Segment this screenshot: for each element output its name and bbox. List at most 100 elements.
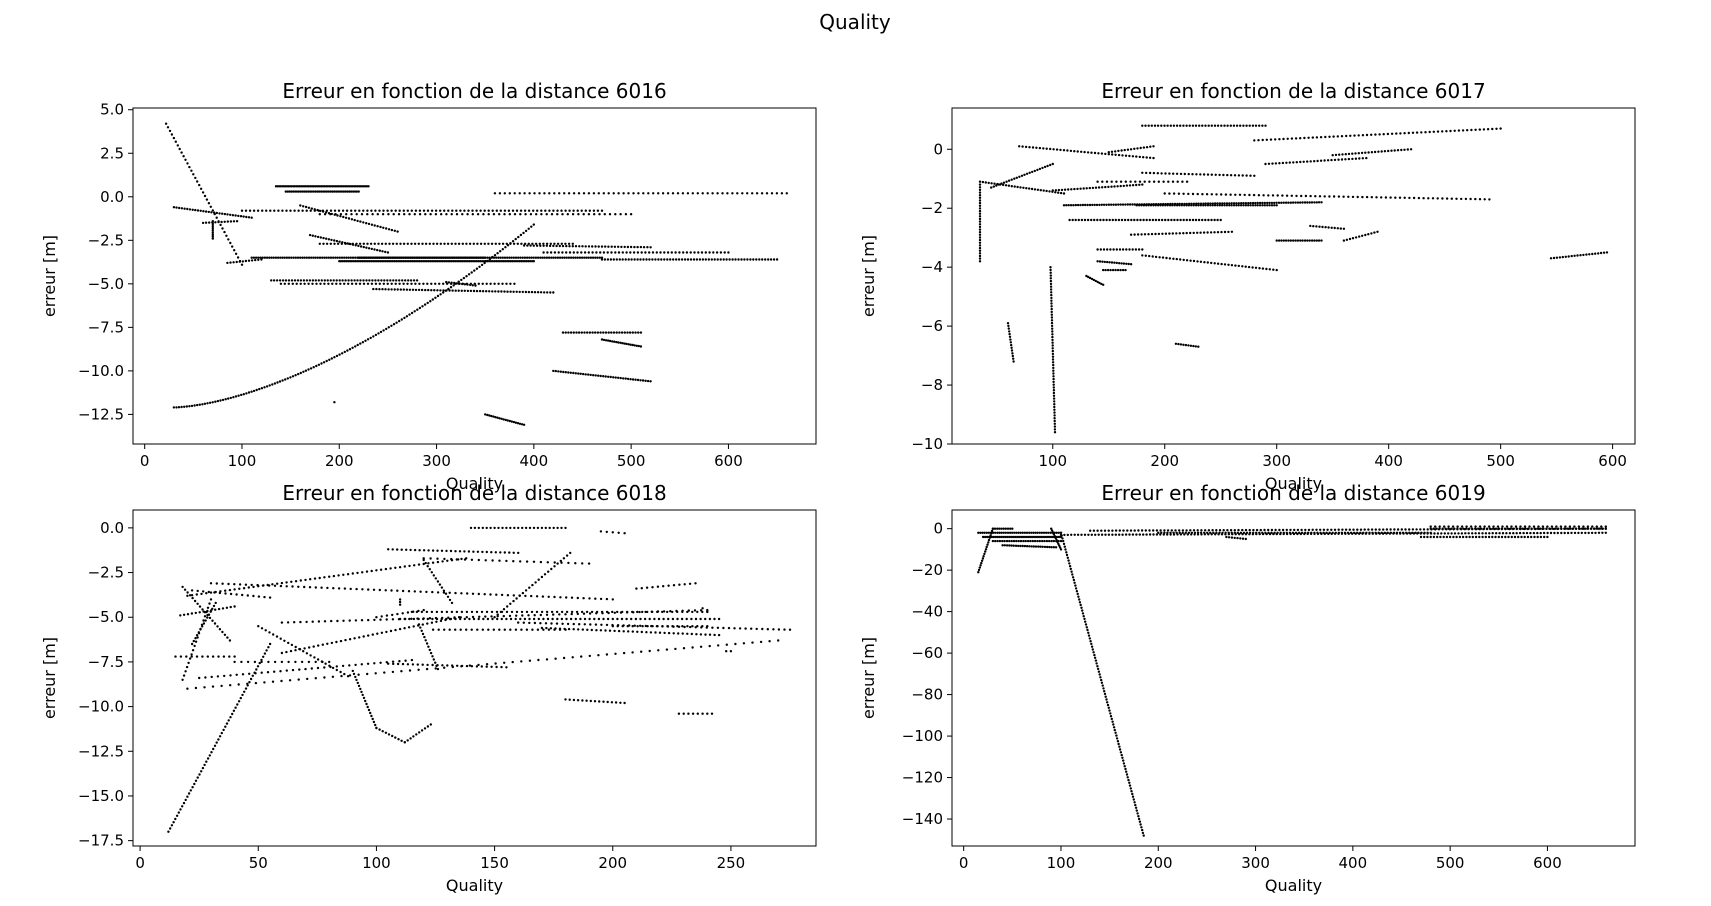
data-point (357, 260, 361, 263)
data-point (1471, 527, 1474, 530)
data-point (629, 251, 632, 254)
data-point (1053, 400, 1056, 403)
data-point (489, 260, 493, 263)
data-point (272, 279, 276, 282)
data-point (426, 617, 429, 621)
data-point (1560, 531, 1563, 535)
data-point (280, 621, 284, 624)
data-point (1114, 529, 1118, 532)
data-point (1486, 128, 1490, 131)
data-point (983, 531, 986, 534)
data-point (1252, 531, 1255, 534)
data-point (607, 375, 610, 378)
data-point (281, 279, 285, 282)
data-point (395, 242, 398, 245)
data-point (697, 251, 700, 254)
data-point (1049, 163, 1052, 167)
data-point (337, 574, 340, 577)
data-point (1128, 184, 1132, 187)
data-point (1336, 135, 1340, 138)
data-point (552, 526, 555, 530)
data-point (297, 209, 300, 212)
data-point (978, 249, 982, 252)
data-point (1294, 201, 1297, 204)
data-point (184, 670, 187, 673)
data-point (619, 376, 622, 380)
data-point (1202, 173, 1206, 176)
data-point (1542, 531, 1546, 535)
data-point (1450, 197, 1454, 200)
data-point (202, 590, 205, 593)
data-point (509, 526, 512, 530)
data-point (425, 610, 429, 614)
data-point (1000, 531, 1003, 534)
data-point (1122, 759, 1125, 762)
data-point (603, 258, 607, 261)
data-point (1111, 533, 1114, 536)
data-point (1539, 535, 1543, 539)
data-point (1077, 218, 1081, 222)
data-point (549, 251, 553, 254)
data-point (605, 610, 609, 614)
data-point (546, 561, 549, 564)
data-point (1189, 231, 1192, 235)
data-point (477, 663, 480, 667)
data-point (325, 242, 329, 245)
x-tick-label: 300 (1241, 854, 1270, 872)
data-point (1220, 262, 1223, 266)
data-point (768, 640, 771, 643)
data-point (1116, 185, 1119, 188)
data-point (307, 190, 310, 193)
data-point (621, 251, 624, 254)
data-point (672, 584, 676, 587)
data-point (1185, 180, 1189, 183)
data-point (1542, 527, 1545, 530)
data-point (588, 209, 591, 212)
data-point (411, 663, 415, 666)
data-point (1482, 527, 1486, 530)
data-point (1163, 124, 1166, 127)
data-point (190, 612, 194, 615)
data-point (1304, 194, 1308, 198)
data-point (363, 260, 366, 263)
data-point (303, 585, 306, 589)
data-point (549, 627, 553, 630)
data-point (1182, 232, 1185, 235)
data-point (374, 209, 377, 212)
x-tick-label: 100 (1047, 854, 1076, 872)
data-point (531, 583, 534, 587)
data-point (373, 248, 376, 251)
data-point (1206, 261, 1210, 264)
data-point (1552, 256, 1556, 260)
data-point (174, 817, 177, 821)
x-tick-label: 200 (598, 854, 627, 872)
data-point (608, 213, 612, 216)
data-point (354, 345, 357, 348)
data-point (405, 315, 409, 318)
data-point (448, 289, 451, 292)
data-point (473, 282, 476, 285)
data-point (1604, 525, 1608, 528)
data-point (485, 663, 489, 666)
data-point (578, 623, 581, 626)
data-point (287, 641, 290, 645)
data-point (1215, 193, 1218, 196)
data-point (1081, 612, 1085, 615)
data-point (725, 258, 728, 261)
data-point (552, 369, 555, 373)
data-point (1563, 531, 1566, 535)
data-point (532, 244, 535, 247)
data-point (1053, 419, 1056, 423)
data-point (470, 628, 473, 631)
data-point (194, 611, 197, 615)
data-point (1166, 529, 1170, 532)
data-point (1036, 188, 1040, 191)
data-point (495, 610, 499, 614)
data-point (514, 421, 518, 424)
data-point (1334, 153, 1338, 157)
data-point (209, 205, 212, 208)
data-point (406, 242, 409, 245)
data-point (1389, 528, 1392, 531)
data-point (441, 260, 444, 263)
